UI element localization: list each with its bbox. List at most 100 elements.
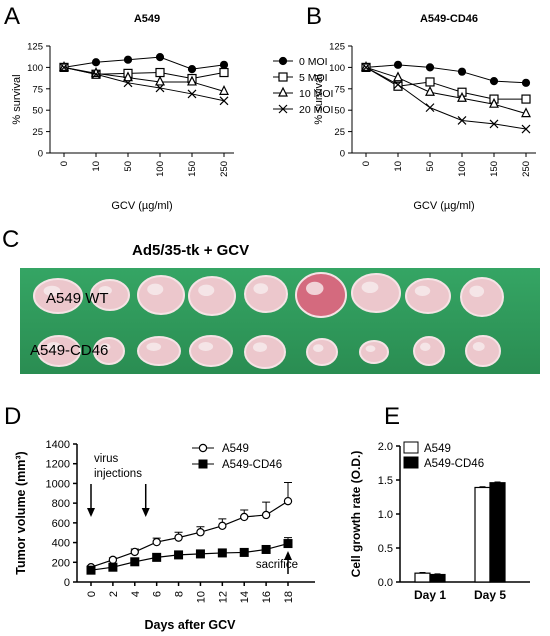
- annotation-virus: virus: [94, 453, 119, 465]
- tumor-cd46: [359, 340, 389, 364]
- tumor-highlight: [98, 286, 112, 295]
- data-point-a: [91, 58, 101, 67]
- series-line-a: [63, 66, 225, 102]
- y-tick-label-b: 50: [334, 106, 345, 117]
- data-point-b: [393, 81, 403, 91]
- data-point-b: [361, 62, 371, 72]
- legend-marker: [278, 86, 288, 97]
- data-point-d: [195, 549, 205, 559]
- legend-label: 0 MOI: [299, 56, 328, 68]
- tumor-highlight: [361, 281, 379, 293]
- chart-title-a: A549: [134, 13, 160, 25]
- data-point-d: [240, 512, 249, 522]
- tumor-highlight: [472, 342, 485, 351]
- series-line-d: [90, 500, 289, 568]
- data-point-a: [91, 69, 101, 79]
- tumor-highlight: [146, 342, 162, 351]
- data-point-a: [59, 62, 69, 72]
- data-point-d: [86, 565, 96, 575]
- y-tick-label-e: 1.0: [378, 509, 393, 521]
- data-point-d: [152, 552, 162, 562]
- x-tick-label-a: 250: [219, 161, 230, 177]
- data-point-b: [521, 78, 531, 87]
- x-tick-label-d: 2: [108, 591, 120, 597]
- x-axis-label-b: GCV (µg/ml): [413, 200, 474, 212]
- y-tick-label-a: 100: [27, 63, 43, 74]
- tumor-images: [33, 272, 504, 369]
- y-axis-label-d: Tumor volume (mm³): [14, 451, 28, 574]
- data-point-a: [59, 61, 69, 72]
- y-tick-label-d: 800: [52, 498, 70, 510]
- tumor-cd46: [465, 335, 501, 367]
- series-line-b: [365, 64, 527, 84]
- data-point-a: [219, 60, 229, 69]
- panel-label-a: A: [4, 3, 20, 30]
- data-point-a: [219, 67, 229, 78]
- x-tick-label-d: 16: [261, 591, 273, 603]
- x-tick-label-d: 18: [283, 591, 295, 603]
- data-point-b: [457, 116, 467, 125]
- legend-label-d: A549-CD46: [222, 459, 282, 471]
- annotation-sacrifice: sacrifice: [256, 559, 298, 571]
- bar-e: [429, 573, 446, 583]
- data-point-b: [393, 71, 403, 82]
- x-tick-label-b: 50: [425, 161, 436, 172]
- y-tick-label-b: 25: [334, 127, 345, 138]
- tumor-highlight: [420, 342, 431, 351]
- data-point-a: [123, 71, 133, 82]
- tumor-highlight: [469, 285, 485, 297]
- tumor-volume-chart: 0 200 400 600 800 1000 1200 1400 0 2 4 6 8 10 12 14 16 18…: [14, 439, 315, 632]
- y-tick-label-e: 1.5: [378, 475, 393, 487]
- x-tick-label-b: 10: [393, 161, 404, 172]
- y-tick-label-e: 2.0: [378, 441, 393, 453]
- data-point-d: [283, 496, 293, 506]
- data-point-b: [393, 60, 403, 69]
- cell-growth-chart: 0.0 0.5 1.0 1.5 2.0 Cell growth rate (O.D.) Da…: [349, 441, 530, 602]
- legend-label: 10 MOI: [299, 88, 333, 100]
- legend-marker-d: [198, 443, 208, 453]
- tumor-photo: [20, 268, 540, 374]
- y-tick-label-a: 75: [32, 84, 43, 95]
- error-bar-e: [434, 573, 441, 575]
- tumor-wt: [460, 277, 504, 317]
- data-point-a: [155, 67, 165, 78]
- x-tick-label-d: 4: [130, 591, 142, 597]
- x-tick-label-d: 0: [86, 591, 98, 597]
- x-tick-label-b: 0: [361, 161, 372, 166]
- error-bar-e: [494, 481, 501, 483]
- data-point-b: [457, 91, 467, 102]
- panel-c-title: Ad5/35-tk + GCV: [132, 242, 250, 259]
- legend-marker: [278, 56, 288, 66]
- data-point-b: [393, 80, 403, 89]
- tumor-highlight: [43, 285, 61, 296]
- tumor-wt: [188, 276, 236, 316]
- y-tick-label-a: 50: [32, 106, 43, 117]
- tumor-highlight: [253, 342, 267, 352]
- data-point-b: [521, 94, 531, 104]
- panel-label-c: C: [2, 226, 20, 253]
- data-point-d: [239, 547, 249, 557]
- tumor-cd46: [189, 335, 233, 367]
- tumor-cd46: [244, 335, 286, 369]
- x-tick-label-a: 100: [155, 161, 166, 177]
- series-line-b: [365, 66, 526, 100]
- data-point-d: [108, 555, 118, 565]
- y-tick-label-d: 1000: [46, 478, 70, 490]
- tumor-wt: [244, 275, 288, 313]
- data-point-d: [130, 547, 139, 557]
- tumor-wt: [137, 275, 185, 315]
- x-tick-label-e: Day 1: [414, 588, 446, 602]
- survival-chart-b: A549-CD46 0 25 50 75 100 125 0 10 50 100 150 250 GCV …: [313, 13, 536, 212]
- tumor-highlight: [198, 342, 214, 351]
- x-tick-label-b: 150: [489, 161, 500, 177]
- bar-e: [489, 482, 506, 583]
- tumor-wt: [405, 278, 451, 314]
- data-point-d: [283, 539, 293, 549]
- error-bar-e: [419, 571, 426, 574]
- data-point-d: [174, 550, 184, 560]
- series-line-a: [63, 66, 225, 92]
- data-point-d: [108, 562, 118, 572]
- panel-label-b: B: [306, 3, 322, 30]
- data-point-a: [155, 83, 165, 93]
- data-point-a: [187, 65, 197, 74]
